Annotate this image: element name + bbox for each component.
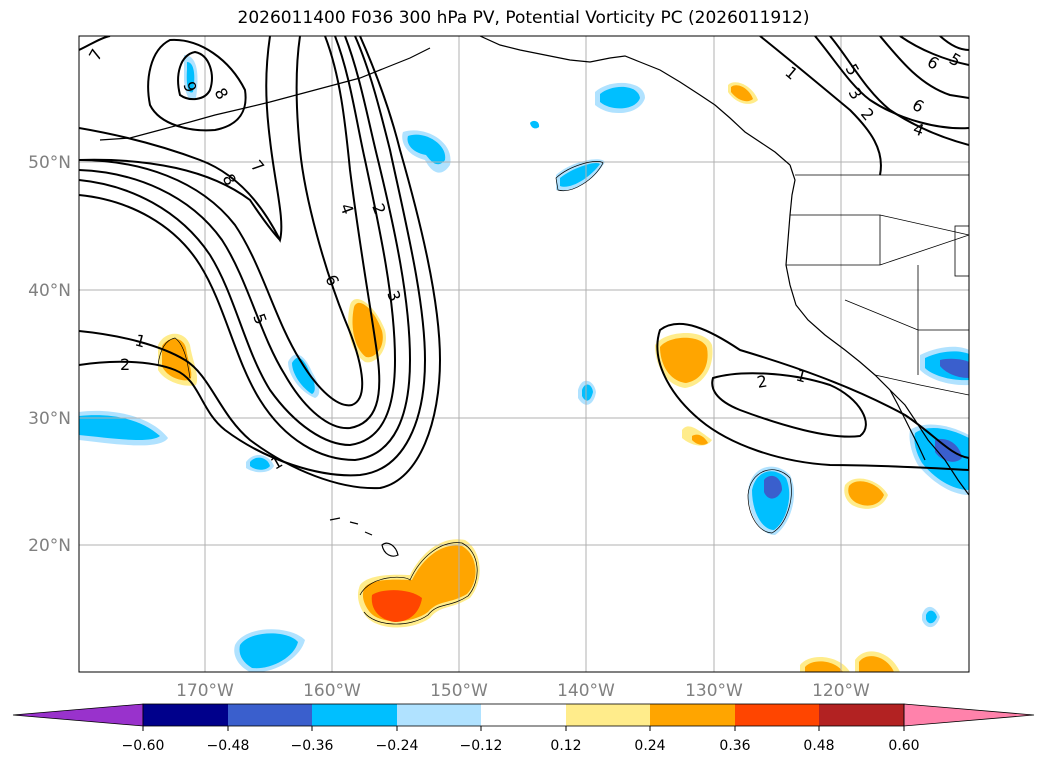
pv-positive-region <box>692 434 708 445</box>
pv-negative-region <box>926 610 937 624</box>
gridlines <box>79 36 969 672</box>
baja-california <box>889 389 926 461</box>
map-frame <box>78 35 970 673</box>
pv-contour-9 <box>177 50 213 101</box>
colorbar-segment <box>397 704 481 726</box>
colorbar-label: 0.36 <box>719 738 750 754</box>
hawaii-islands <box>329 517 399 557</box>
pv-negative-region <box>560 162 600 187</box>
pv-contour-ne-2 <box>829 36 969 146</box>
colorbar-segment <box>650 704 735 726</box>
lon-label: 170°W <box>176 681 234 701</box>
contour-label: 1 <box>794 366 809 387</box>
pv-negative-region <box>914 427 969 490</box>
pv-positive-region <box>660 337 708 383</box>
longitude-labels: 170°W 160°W 150°W 140°W 130°W 120°W <box>176 681 870 701</box>
colorbar-label: −0.60 <box>122 738 165 754</box>
pv-contour-8 <box>147 38 247 132</box>
colorbar-segment <box>228 704 312 726</box>
pv-positive-region <box>859 656 894 672</box>
west-coast <box>785 164 969 496</box>
latitude-labels: 50°N 40°N 30°N 20°N <box>28 153 71 556</box>
pv-negative-region <box>186 62 195 93</box>
lat-label: 40°N <box>28 281 71 301</box>
colorbar-min-extend <box>12 703 144 727</box>
pv-negative-region <box>407 134 446 165</box>
lat-label: 50°N <box>28 153 71 173</box>
map-area: 7 8 9 7 8 4 2 6 3 5 1 2 1 1 2 5 3 2 6 4 … <box>79 36 969 672</box>
colorbar-label: 0.60 <box>888 738 919 754</box>
contour-label: 2 <box>755 371 768 391</box>
contour-label: 2 <box>120 355 130 374</box>
colorbar-max-extend <box>903 703 1035 727</box>
pv-positive-region <box>371 590 422 622</box>
colorbar-segment <box>143 704 228 726</box>
us-mexico-border <box>874 374 969 396</box>
borders <box>786 174 969 396</box>
colorbar-label: 0.48 <box>803 738 834 754</box>
pv-contour-2 <box>79 36 427 477</box>
colorbar-segment <box>735 704 819 726</box>
pv-contours-thin <box>157 161 792 625</box>
aleutian-islands <box>99 47 431 141</box>
pv-contour-6 <box>79 36 364 407</box>
lon-label: 130°W <box>685 681 743 701</box>
pv-contour-east-2 <box>711 372 867 438</box>
pv-positive-region <box>731 85 753 102</box>
pv-negative-region <box>940 358 969 378</box>
colorbar-segment <box>819 704 904 726</box>
pv-negative-region <box>764 475 782 499</box>
pv-contour-ne-3 <box>814 36 969 130</box>
coastlines <box>99 36 969 557</box>
pv-thin-contour <box>747 469 792 534</box>
pv-thin-contour <box>555 161 604 192</box>
lon-label: 140°W <box>557 681 615 701</box>
pv-negative-region <box>79 415 160 440</box>
contour-label: 1 <box>133 331 148 352</box>
pv-contour-ne-4 <box>879 36 969 99</box>
pv-contour-5 <box>79 36 381 430</box>
pv-shading <box>79 55 969 672</box>
pv-negative-region <box>239 633 298 669</box>
colorbar: −0.60 −0.48 −0.36 −0.24 −0.12 0.12 0.24 … <box>12 703 1035 754</box>
pv-negative-region <box>250 457 270 470</box>
lon-label: 160°W <box>303 681 361 701</box>
pv-positive-region <box>848 481 884 506</box>
pv-contour-7-top <box>79 36 111 51</box>
pv-contour-ne-6 <box>939 36 969 51</box>
colorbar-label: −0.48 <box>207 738 250 754</box>
pv-thin-contour <box>157 337 191 379</box>
state-lines <box>786 214 969 375</box>
pv-contour-ne-5 <box>899 36 969 66</box>
pv-positive-region <box>805 661 843 672</box>
colorbar-frame <box>142 703 905 727</box>
pv-negative-region <box>600 86 640 109</box>
colorbar-segment <box>481 704 566 726</box>
lon-label: 120°W <box>812 681 870 701</box>
pv-contour-ne-1 <box>759 36 882 176</box>
alaska-coast <box>479 36 791 166</box>
colorbar-label: 0.24 <box>634 738 665 754</box>
pv-negative-region <box>530 120 540 129</box>
lat-label: 20°N <box>28 536 71 556</box>
colorbar-label: 0.12 <box>550 738 581 754</box>
map-region <box>954 225 969 277</box>
colorbar-label: −0.24 <box>376 738 419 754</box>
colorbar-label: −0.36 <box>291 738 334 754</box>
pv-contour-7b <box>79 158 281 241</box>
map-title: 2026011400 F036 300 hPa PV, Potential Vo… <box>237 8 810 28</box>
colorbar-segment <box>312 704 397 726</box>
pv-negative-region <box>582 384 593 401</box>
pv-positive-region <box>162 338 192 381</box>
lon-label: 150°W <box>430 681 488 701</box>
pv-contour-4 <box>79 36 397 447</box>
pv-contour-3 <box>79 36 412 462</box>
pv-thin-contour <box>359 542 478 625</box>
colorbar-label: −0.12 <box>460 738 503 754</box>
lat-label: 30°N <box>28 409 71 429</box>
pv-negative-region <box>292 357 315 394</box>
colorbar-segment <box>566 704 650 726</box>
